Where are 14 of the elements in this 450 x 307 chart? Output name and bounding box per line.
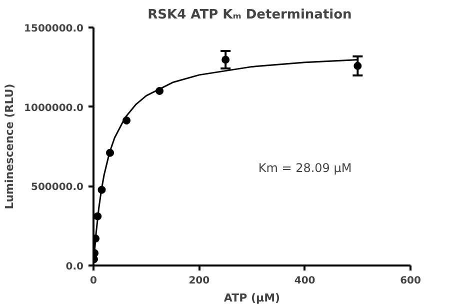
- chart-title: RSK4 ATP Kₘ Determination: [148, 8, 352, 22]
- y-axis-title: Luminescence (RLU): [3, 84, 16, 210]
- y-tick-label: 1000000.0: [24, 102, 84, 114]
- y-tick-label: 0.0: [66, 262, 84, 272]
- point: [222, 56, 230, 64]
- y-tick-label: 1500000.0: [24, 24, 84, 34]
- x-tick-label: 400: [294, 276, 316, 286]
- x-tick-label: 200: [188, 276, 210, 286]
- y-tick-label: 500000.0: [30, 182, 84, 194]
- x-tick-label: 0: [90, 276, 98, 286]
- annotation: Km = 28.09 µM: [258, 161, 352, 176]
- x-tick-label: 600: [400, 276, 421, 286]
- point: [354, 62, 362, 70]
- x-axis-title: ATP (µM): [224, 292, 280, 304]
